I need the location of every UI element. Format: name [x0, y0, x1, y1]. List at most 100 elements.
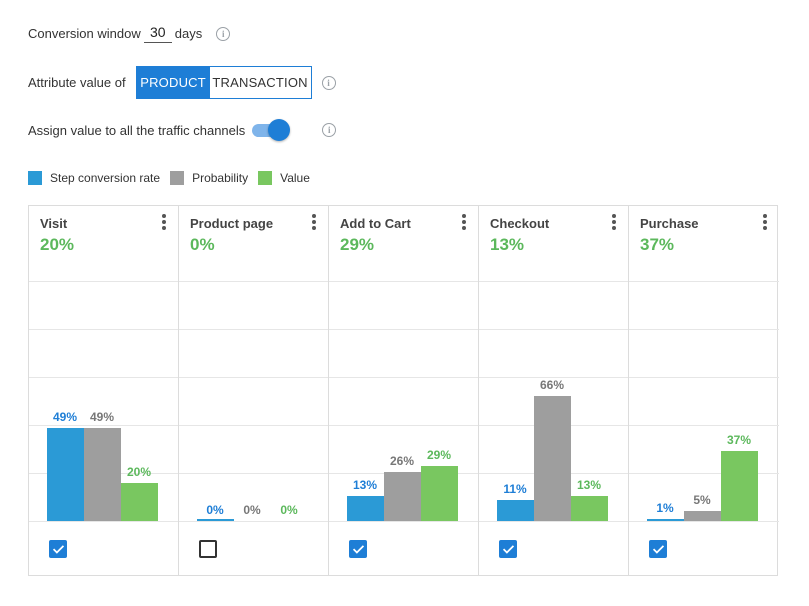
checkmark-icon — [52, 544, 64, 554]
stage-checkbox[interactable] — [349, 540, 367, 558]
gridline — [179, 329, 328, 330]
toggle-knob[interactable] — [268, 119, 291, 141]
funnel-stage-checkout: Checkout 13% 11% 66% 13% — [479, 206, 629, 575]
gridline — [29, 377, 178, 378]
bar-rate — [647, 519, 684, 521]
bar-label-value: 20% — [126, 465, 152, 479]
funnel-stage-add-to-cart: Add to Cart 29% 13% 26% 29% — [329, 206, 479, 575]
info-icon[interactable]: i — [216, 26, 231, 41]
gridline — [479, 521, 628, 522]
gridline — [479, 281, 628, 282]
bar-label-rate: 13% — [352, 478, 378, 492]
bar-label-rate: 11% — [503, 482, 527, 496]
legend-item-probability: Probability — [170, 171, 248, 185]
bar-label-probability: 0% — [243, 503, 261, 517]
legend-label-rate: Step conversion rate — [50, 171, 161, 185]
bar-rate — [497, 500, 534, 521]
bar-label-rate: 0% — [206, 503, 224, 517]
assign-label: Assign value to all the traffic channels — [28, 122, 246, 138]
conversion-window-label: Conversion window — [28, 26, 141, 41]
bar-probability — [84, 428, 121, 521]
gridline — [179, 377, 328, 378]
funnel-stage-purchase: Purchase 37% 1% 5% 37% — [629, 206, 779, 575]
stage-title: Add to Cart — [340, 216, 411, 231]
legend-label-value: Value — [280, 171, 310, 185]
stage-value: 29% — [340, 235, 375, 254]
more-vert-icon[interactable] — [612, 214, 616, 230]
stage-checkbox[interactable] — [649, 540, 667, 558]
checkmark-icon — [652, 544, 664, 554]
gridline — [629, 377, 779, 378]
bar-label-probability: 66% — [539, 378, 565, 392]
gridline — [329, 521, 478, 522]
gridline — [29, 425, 178, 426]
attribute-label: Attribute value of — [28, 75, 126, 90]
more-vert-icon[interactable] — [162, 214, 166, 230]
legend-swatch-probability — [170, 171, 185, 185]
legend-item-rate: Step conversion rate — [28, 171, 160, 185]
bar-label-probability: 5% — [693, 493, 711, 507]
more-vert-icon[interactable] — [462, 214, 466, 230]
gridline — [629, 281, 779, 282]
bar-label-value: 0% — [280, 503, 298, 517]
stage-title: Product page — [190, 216, 274, 231]
funnel-stage-product-page: Product page 0% 0% 0% 0% — [179, 206, 329, 575]
bar-rate — [347, 496, 384, 521]
gridline — [329, 329, 478, 330]
stage-checkbox[interactable] — [499, 540, 517, 558]
bar-rate — [197, 519, 234, 521]
gridline — [629, 425, 779, 426]
bar-label-probability: 26% — [389, 454, 415, 468]
gridline — [479, 377, 628, 378]
gridline — [179, 281, 328, 282]
info-icon[interactable]: i — [322, 123, 337, 137]
conversion-window-input[interactable]: 30 — [143, 24, 172, 43]
stage-value: 20% — [40, 235, 75, 254]
funnel-chart: Visit 20% 49% 49% 20% Product page 0% 0% 0% 0% Add… — [28, 205, 779, 576]
gridline — [29, 281, 178, 282]
more-vert-icon[interactable] — [312, 214, 316, 230]
bar-label-value: 13% — [576, 478, 602, 492]
gridline — [629, 521, 779, 522]
conversion-window-row: Conversion window 30 days i — [28, 24, 231, 43]
stage-value: 13% — [490, 235, 525, 254]
stage-value: 37% — [640, 235, 675, 254]
gridline — [329, 377, 478, 378]
bar-probability — [534, 396, 571, 521]
bar-rate — [47, 428, 84, 521]
gridline — [179, 473, 328, 474]
stage-value: 0% — [190, 235, 215, 254]
gridline — [629, 473, 779, 474]
info-icon[interactable]: i — [321, 75, 336, 90]
checkmark-icon — [352, 544, 364, 554]
bar-value — [121, 483, 158, 521]
gridline — [629, 329, 779, 330]
legend-swatch-value — [258, 171, 273, 185]
bar-value — [571, 496, 608, 521]
gridline — [479, 329, 628, 330]
bar-probability — [684, 511, 721, 521]
gridline — [329, 425, 478, 426]
bar-label-probability: 49% — [89, 410, 115, 424]
bar-label-value: 29% — [426, 448, 452, 462]
legend-item-value: Value — [258, 171, 310, 185]
assign-toggle[interactable] — [252, 119, 291, 141]
chart-legend: Step conversion rate Probability Value — [28, 171, 320, 185]
checkmark-icon — [502, 544, 514, 554]
bar-label-value: 37% — [726, 433, 752, 447]
more-vert-icon[interactable] — [763, 214, 767, 230]
bar-value — [721, 451, 758, 521]
stage-title: Purchase — [640, 216, 699, 231]
legend-swatch-rate — [28, 171, 42, 185]
attribute-option-transaction[interactable]: TRANSACTION — [209, 67, 311, 98]
gridline — [29, 329, 178, 330]
stage-checkbox[interactable] — [49, 540, 67, 558]
gridline — [179, 521, 328, 522]
legend-label-probability: Probability — [192, 171, 249, 185]
attribute-option-product[interactable]: PRODUCT — [136, 67, 210, 98]
stage-checkbox[interactable] — [199, 540, 217, 558]
stage-title: Checkout — [490, 216, 550, 231]
bar-value — [421, 466, 458, 521]
stage-title: Visit — [40, 216, 68, 231]
bar-label-rate: 1% — [656, 501, 674, 515]
